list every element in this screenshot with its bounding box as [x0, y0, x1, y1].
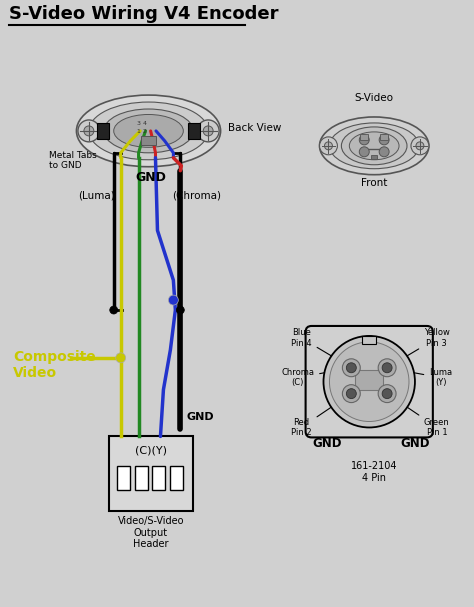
Bar [188, 123, 200, 139]
Circle shape [382, 363, 392, 373]
Bar [109, 436, 193, 511]
Circle shape [329, 342, 409, 421]
Ellipse shape [89, 102, 208, 160]
Text: 3 4: 3 4 [137, 121, 146, 126]
Bar [97, 123, 109, 139]
Ellipse shape [319, 117, 429, 175]
Ellipse shape [349, 132, 399, 160]
Bar [153, 466, 165, 490]
Circle shape [325, 142, 332, 150]
Circle shape [416, 142, 424, 150]
Ellipse shape [104, 109, 193, 153]
Bar [362, 336, 376, 344]
Bar [135, 466, 147, 490]
Text: Blue
Pin 4: Blue Pin 4 [292, 328, 348, 365]
Circle shape [197, 120, 219, 142]
Ellipse shape [114, 115, 183, 148]
Circle shape [346, 388, 356, 399]
Text: (Luma): (Luma) [79, 191, 115, 200]
Circle shape [342, 385, 360, 402]
Ellipse shape [329, 123, 419, 169]
Text: GND: GND [135, 171, 166, 184]
Text: GND: GND [186, 412, 214, 421]
Text: GND: GND [400, 438, 430, 450]
Text: Red
Pin 2: Red Pin 2 [292, 396, 348, 437]
Circle shape [379, 147, 389, 157]
FancyBboxPatch shape [306, 326, 433, 438]
Circle shape [379, 135, 389, 145]
Text: Luma
(Y): Luma (Y) [391, 367, 452, 387]
Text: Yellow
Pin 3: Yellow Pin 3 [391, 328, 450, 365]
Circle shape [168, 295, 178, 305]
Text: Chroma
(C): Chroma (C) [281, 367, 347, 387]
Circle shape [359, 147, 369, 157]
Circle shape [382, 388, 392, 399]
Circle shape [323, 336, 415, 427]
Text: Green
Pin 1: Green Pin 1 [391, 396, 450, 437]
Circle shape [110, 306, 118, 314]
Circle shape [378, 359, 396, 377]
Circle shape [346, 363, 356, 373]
Bar [360, 134, 368, 140]
Circle shape [359, 135, 369, 145]
Text: Video/S-Video
Output
Header: Video/S-Video Output Header [118, 516, 184, 549]
Text: Back View: Back View [228, 123, 282, 133]
Text: GND: GND [313, 438, 342, 450]
Text: 1 2: 1 2 [137, 129, 146, 134]
Bar [141, 136, 156, 145]
Circle shape [342, 359, 360, 377]
Text: (C)(Y): (C)(Y) [135, 446, 167, 455]
Circle shape [378, 385, 396, 402]
Circle shape [116, 353, 126, 363]
Circle shape [176, 306, 184, 314]
Text: S-Video: S-Video [355, 93, 394, 103]
Text: Metal Tabs
to GND: Metal Tabs to GND [49, 151, 97, 170]
Ellipse shape [76, 95, 220, 167]
Bar [380, 134, 388, 140]
Bar [170, 466, 183, 490]
Circle shape [84, 126, 94, 136]
Circle shape [203, 126, 213, 136]
Text: Front: Front [361, 178, 387, 188]
Ellipse shape [341, 127, 407, 164]
Text: S-Video Wiring V4 Encoder: S-Video Wiring V4 Encoder [9, 5, 279, 24]
Text: Composite
Video: Composite Video [13, 350, 96, 380]
Circle shape [78, 120, 100, 142]
Bar [117, 466, 129, 490]
Text: (Chroma): (Chroma) [172, 191, 221, 200]
Circle shape [319, 137, 337, 155]
Circle shape [411, 137, 429, 155]
Text: 161-2104
4 Pin: 161-2104 4 Pin [351, 461, 397, 483]
Bar [356, 370, 383, 390]
Bar [371, 155, 377, 159]
